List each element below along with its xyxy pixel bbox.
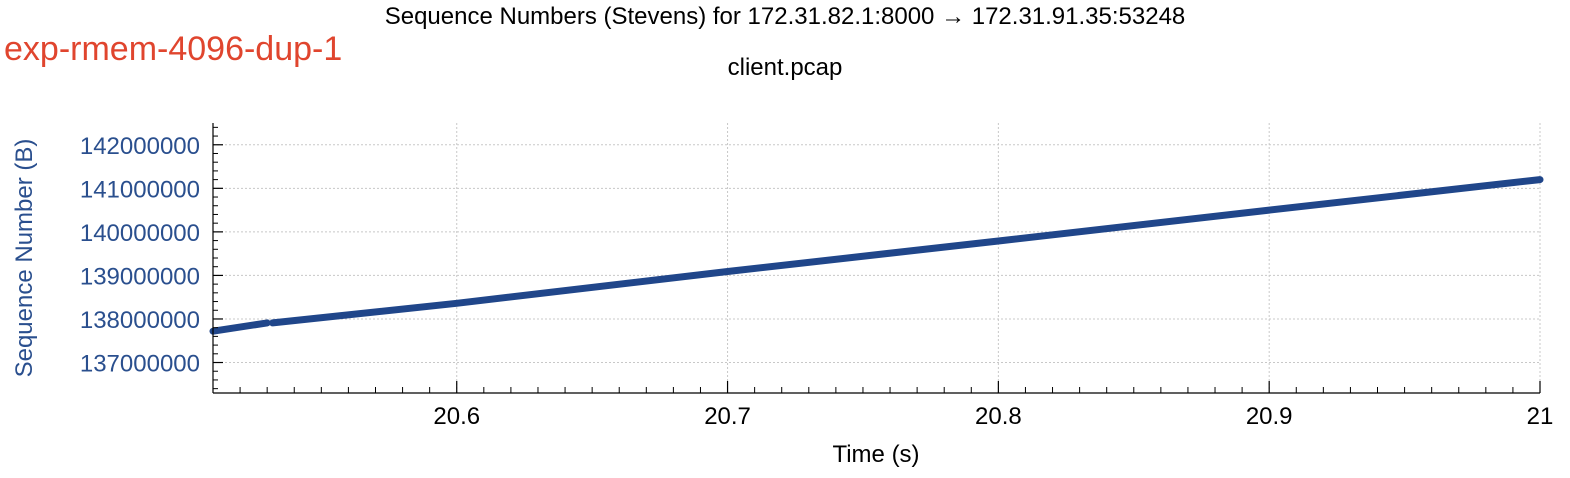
y-tick-label: 142000000 <box>80 133 200 160</box>
series-group <box>209 176 1544 335</box>
y-tick-label: 140000000 <box>80 220 200 247</box>
x-tick-label: 20.9 <box>1246 403 1293 430</box>
y-tick-label: 139000000 <box>80 263 200 290</box>
x-axis-label: Time (s) <box>832 441 919 468</box>
tick-group: 20.6 20.7 20.8 20.9 21 137000000 138000000 1390… <box>80 126 1554 430</box>
sequence-series-segment <box>209 319 271 335</box>
y-axis-label: Sequence Number (B) <box>11 139 38 378</box>
y-tick-label: 138000000 <box>80 307 200 334</box>
x-tick-label: 21 <box>1527 403 1554 430</box>
x-tick-label: 20.6 <box>433 403 480 430</box>
experiment-label: exp-rmem-4096-dup-1 <box>4 30 343 68</box>
y-tick-label: 137000000 <box>80 351 200 378</box>
sequence-series-segment <box>269 176 1544 327</box>
y-tick-label: 141000000 <box>80 176 200 203</box>
chart-title: Sequence Numbers (Stevens) for 172.31.82… <box>384 3 1186 30</box>
x-tick-label: 20.8 <box>975 403 1022 430</box>
x-tick-label: 20.7 <box>704 403 751 430</box>
chart-subtitle: client.pcap <box>727 54 843 81</box>
grid-lines <box>213 123 1541 393</box>
